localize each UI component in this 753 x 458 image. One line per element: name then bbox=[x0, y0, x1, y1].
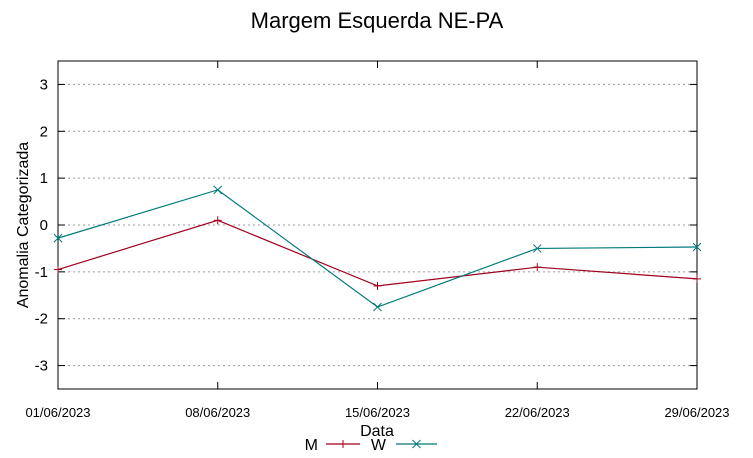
legend-marker-m bbox=[339, 440, 347, 448]
data-point-w bbox=[692, 242, 702, 252]
marker-stroke bbox=[373, 302, 382, 312]
legend-label-m: M bbox=[305, 437, 318, 454]
data-point-w bbox=[532, 244, 542, 253]
data-point-m bbox=[533, 263, 542, 272]
legend-marker-w bbox=[412, 439, 421, 449]
y-axis-label: Anomalia Categorizada bbox=[15, 142, 32, 308]
y-tick-label: 2 bbox=[40, 123, 48, 140]
marker-stroke bbox=[213, 185, 223, 195]
data-point-w bbox=[53, 233, 63, 243]
grid-lines bbox=[58, 83, 697, 367]
y-tick-label: -1 bbox=[35, 264, 48, 281]
series-group bbox=[53, 185, 702, 312]
x-tick-label: 15/06/2023 bbox=[345, 405, 410, 420]
y-tick-label: 1 bbox=[40, 170, 48, 187]
data-point-m bbox=[213, 216, 222, 225]
x-axis-label: Data bbox=[360, 423, 394, 440]
y-tick-label: -3 bbox=[35, 358, 48, 375]
data-point-w bbox=[373, 302, 382, 312]
y-tick-label: -2 bbox=[35, 311, 48, 328]
x-axis: 01/06/2023 08/06/2023 15/06/2023 22/06/2023… bbox=[25, 61, 730, 420]
legend-label-w: W bbox=[371, 437, 387, 454]
data-point-m bbox=[373, 281, 382, 290]
data-point-m bbox=[693, 274, 701, 283]
data-point-m bbox=[54, 265, 62, 274]
y-tick-label: 3 bbox=[40, 76, 48, 93]
marker-stroke bbox=[412, 439, 421, 449]
marker-stroke bbox=[53, 233, 63, 243]
series-line-m bbox=[57, 219, 698, 287]
y-tick-label: 0 bbox=[40, 217, 48, 234]
chart-title: Margem Esquerda NE-PA bbox=[251, 8, 504, 33]
x-tick-label: 08/06/2023 bbox=[185, 405, 250, 420]
y-axis: 3 2 1 0 -1 -2 -3 bbox=[35, 76, 697, 375]
x-tick-label: 22/06/2023 bbox=[505, 405, 570, 420]
x-tick-label: 01/06/2023 bbox=[25, 405, 90, 420]
data-point-w bbox=[213, 185, 223, 195]
marker-stroke bbox=[532, 244, 542, 253]
marker-stroke bbox=[692, 242, 702, 252]
x-tick-label: 29/06/2023 bbox=[664, 405, 729, 420]
